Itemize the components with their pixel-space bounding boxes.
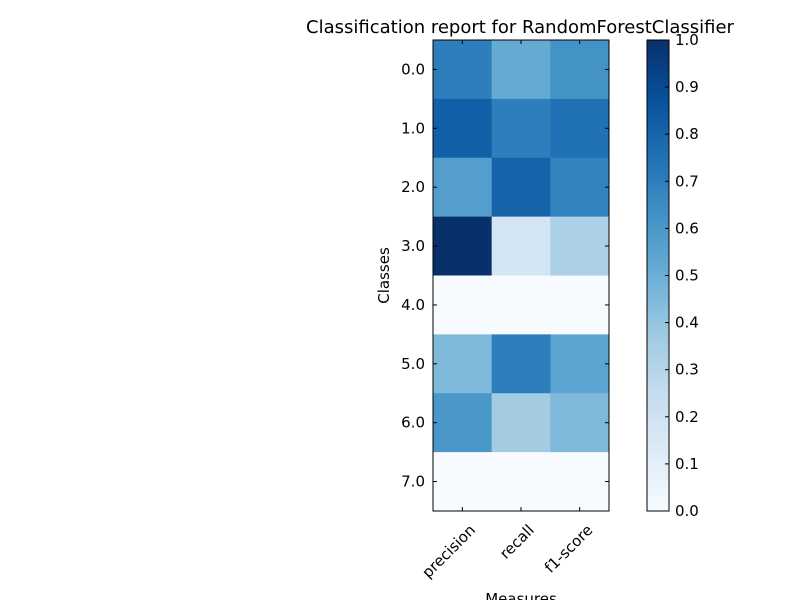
x-axis-label: Measures <box>485 590 557 600</box>
heatmap-cell <box>550 216 610 276</box>
heatmap-cell <box>433 334 493 394</box>
heatmap-cell <box>491 98 551 159</box>
heatmap-cell <box>433 40 493 100</box>
heatmap-cell <box>433 275 493 335</box>
y-tick-label: 2.0 <box>401 178 425 196</box>
heatmap-cells <box>433 40 610 512</box>
colorbar-tick-label: 0.5 <box>675 267 699 285</box>
heatmap-cell <box>491 452 551 512</box>
heatmap-cell <box>550 275 610 335</box>
y-tick-label: 0.0 <box>401 60 425 78</box>
heatmap-cell <box>491 275 551 335</box>
heatmap-cell <box>491 334 551 394</box>
colorbar-tick-label: 0.4 <box>675 314 699 332</box>
y-tick-label: 5.0 <box>401 355 425 373</box>
heatmap-cell <box>491 393 551 453</box>
y-tick-label: 3.0 <box>401 237 425 255</box>
y-axis-label: Classes <box>375 247 393 304</box>
colorbar-tick-label: 0.9 <box>675 78 699 96</box>
x-tick-label: precision <box>419 521 480 582</box>
heatmap-cell <box>433 452 493 512</box>
colorbar-tick-label: 0.1 <box>675 455 699 473</box>
colorbar-ticks: 0.0 0.1 0.2 0.3 0.4 0.5 0.6 0.7 0.8 0.9 1.0 <box>665 31 699 520</box>
heatmap-cell <box>550 98 610 159</box>
heatmap-cell <box>433 157 493 218</box>
heatmap-cell <box>550 452 610 512</box>
heatmap-cell <box>433 393 493 453</box>
colorbar-tick-label: 0.3 <box>675 361 699 379</box>
colorbar-tick-label: 0.2 <box>675 408 699 426</box>
x-tick-label: f1-score <box>541 521 597 577</box>
chart-title: Classification report for RandomForestCl… <box>306 17 735 38</box>
y-tick-label: 6.0 <box>401 414 425 432</box>
colorbar-tick-label: 1.0 <box>675 31 699 49</box>
heatmap-cell <box>550 393 610 453</box>
colorbar-tick-label: 0.6 <box>675 219 699 237</box>
y-tick-label: 7.0 <box>401 473 425 491</box>
heatmap-cell <box>491 216 551 276</box>
heatmap-cell <box>491 157 551 218</box>
y-tick-label: 4.0 <box>401 296 425 314</box>
y-tick-label: 1.0 <box>401 119 425 137</box>
colorbar-tick-label: 0.8 <box>675 125 699 143</box>
y-ticks: 0.0 1.0 2.0 3.0 4.0 5.0 6.0 7.0 <box>401 60 609 491</box>
colorbar-tick-label: 0.7 <box>675 172 699 190</box>
heatmap-cell <box>550 40 610 100</box>
heatmap-cell <box>433 98 493 159</box>
heatmap-cell <box>491 40 551 100</box>
colorbar-tick-label: 0.0 <box>675 502 699 520</box>
heatmap-cell <box>550 157 610 218</box>
x-tick-label: recall <box>496 521 538 563</box>
heatmap-cell <box>433 216 493 276</box>
heatmap-cell <box>550 334 610 394</box>
